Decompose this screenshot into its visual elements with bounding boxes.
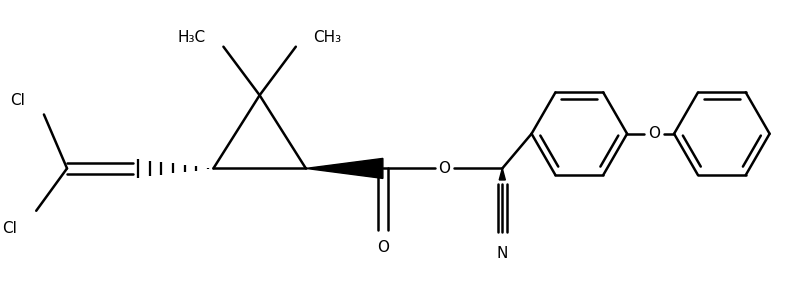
Text: N: N bbox=[496, 246, 508, 261]
Text: O: O bbox=[649, 126, 660, 141]
Text: Cl: Cl bbox=[9, 93, 24, 108]
Text: O: O bbox=[438, 161, 451, 176]
Text: O: O bbox=[377, 240, 389, 255]
Text: CH₃: CH₃ bbox=[314, 30, 342, 45]
Text: Cl: Cl bbox=[2, 221, 17, 236]
Polygon shape bbox=[500, 168, 505, 180]
Polygon shape bbox=[306, 159, 383, 178]
Text: H₃C: H₃C bbox=[177, 30, 206, 45]
